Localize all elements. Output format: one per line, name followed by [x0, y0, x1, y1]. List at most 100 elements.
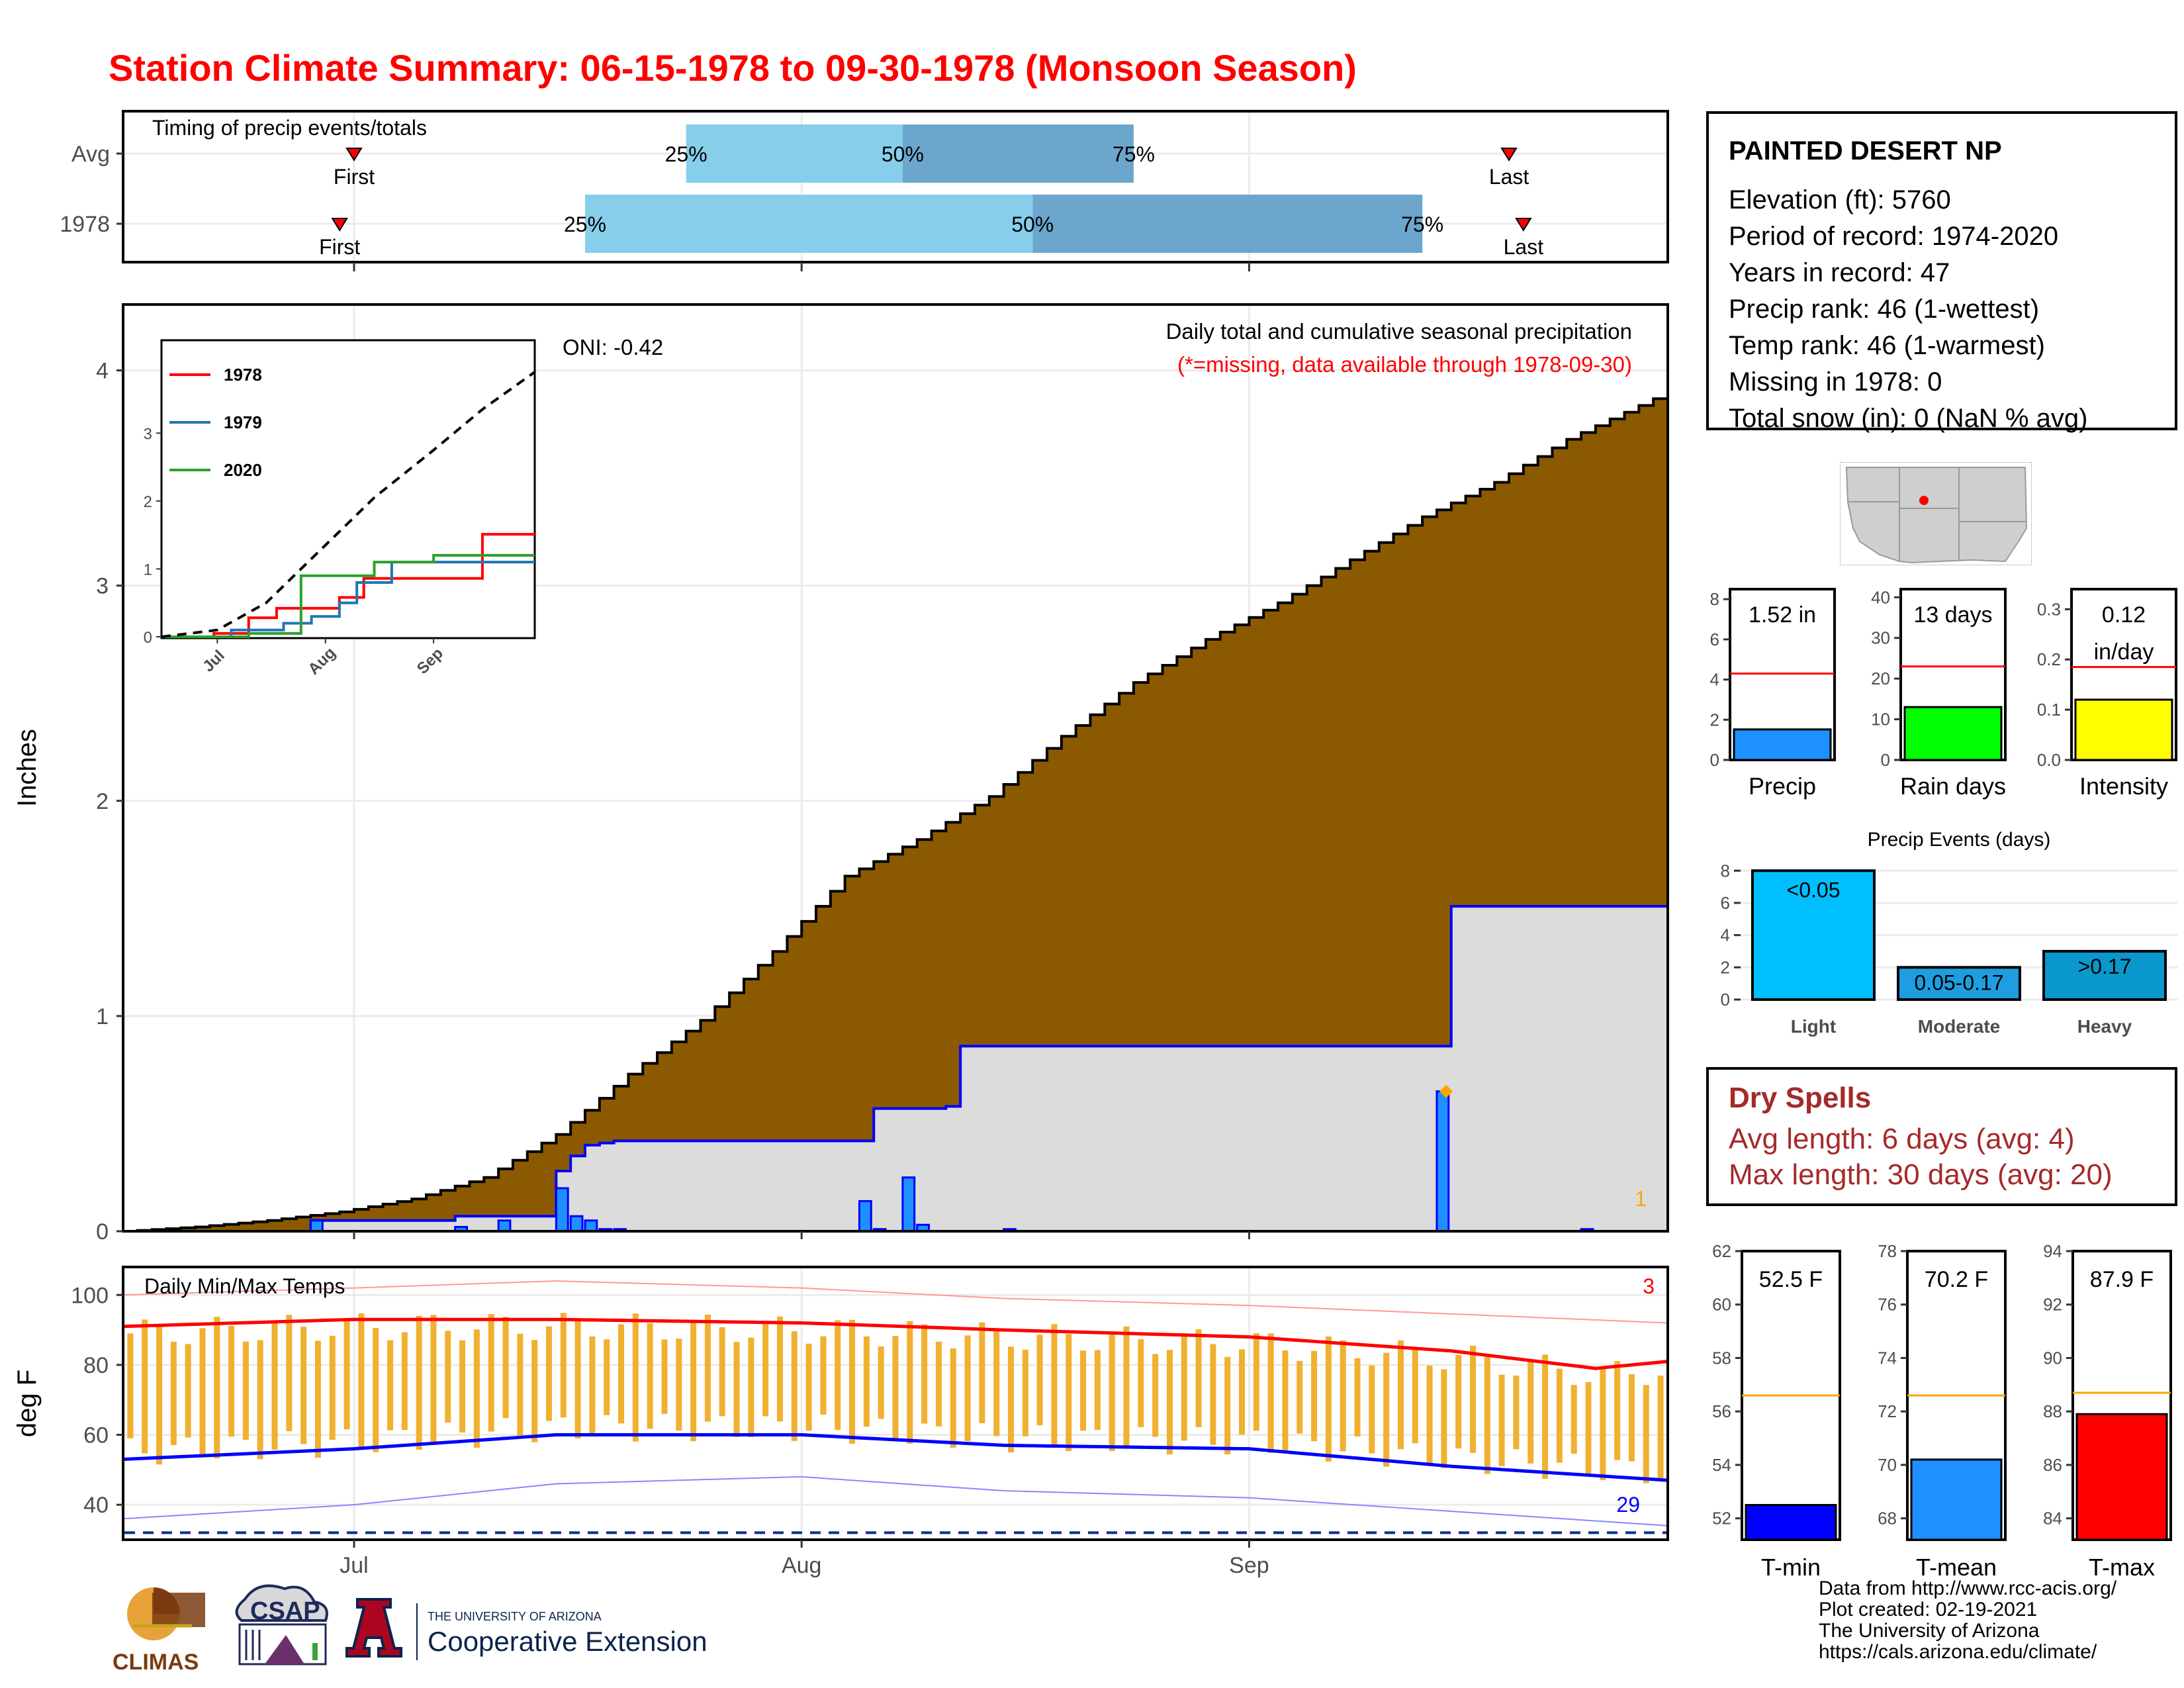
quartile-75-label: 75% [1401, 212, 1443, 236]
inset-ytick-label: 1 [144, 561, 152, 579]
inset-legend-label: 2020 [224, 460, 262, 480]
temp-summary-ytick-label: 52 [1712, 1509, 1731, 1528]
summary-bar-ytick-label: 10 [1871, 710, 1890, 729]
quartile-75-label: 75% [1113, 142, 1155, 166]
precip-ytick-label: 1 [96, 1004, 109, 1029]
summary-bar-ytick-label: 0 [1881, 750, 1890, 770]
credits: Data from http://www.rcc-acis.org/ Plot … [1819, 1578, 2116, 1663]
temp-summary-ytick-label: 90 [2043, 1348, 2062, 1368]
temp-frame [122, 1266, 1669, 1541]
inset-legend-label: 1979 [224, 412, 262, 432]
page-title: Station Climate Summary: 06-15-1978 to 0… [109, 47, 1357, 89]
record-max-line [122, 1280, 1668, 1324]
precip-frame [122, 303, 1669, 1233]
inset-series-line [161, 561, 535, 638]
station-years: Years in record: 47 [1729, 258, 1950, 287]
quartile-50-label: 50% [882, 142, 924, 166]
credit-data-source: Data from http://www.rcc-acis.org/ [1819, 1577, 2117, 1599]
station-missing: Missing in 1978: 0 [1729, 367, 1942, 397]
xtick-label: Jul [340, 1553, 368, 1578]
timing-row-label: 1978 [60, 212, 110, 237]
inset-ytick-label: 0 [144, 629, 152, 647]
summary-bar-ytick-label: 4 [1710, 670, 1719, 690]
precip-event-bar-label: <0.05 [1787, 878, 1841, 902]
temp-ytick-label: 100 [71, 1283, 109, 1308]
temp-summary-value-label: 52.5 F [1759, 1267, 1823, 1292]
cumulative-average-area [123, 392, 1669, 1233]
precip-event-category: Heavy [2077, 1016, 2132, 1037]
logos: CLIMAS CSAP THE UNIVERSITY OF ARIZONA Co… [113, 1584, 707, 1675]
summary-bar-ytick-label: 6 [1710, 630, 1719, 649]
record-min-line [122, 1476, 1668, 1526]
summary-bar-ytick-label: 0.2 [2037, 649, 2061, 669]
temp-summary-bar [2075, 1413, 2168, 1541]
summary-bar-value-label2: in/day [2094, 639, 2154, 665]
timing-title: Timing of precip events/totals [152, 116, 427, 140]
last-event-marker [1500, 148, 1518, 162]
precip-event-bar [2042, 949, 2167, 1002]
summary-bar-ytick-label: 0 [1710, 750, 1719, 770]
precip-events-title: Precip Events (days) [1868, 829, 2051, 851]
station-precip-rank: Precip rank: 46 (1-wettest) [1729, 295, 2040, 324]
credit-website: https://cals.arizona.edu/climate/ [1819, 1641, 2097, 1663]
precip-event-category: Moderate [1918, 1016, 2000, 1037]
temp-summary-bar [1745, 1504, 1837, 1541]
temp-chart: 40 60 80 100 Jul Aug Sep deg F Daily Min/Max Tem… [13, 1266, 1669, 1578]
dry-spells-avg: Avg length: 6 days (avg: 4) [1729, 1123, 2075, 1155]
quartile-50-label: 50% [1011, 212, 1054, 236]
temp-summary-ytick-label: 86 [2043, 1455, 2062, 1475]
temp-count-top: 3 [1643, 1274, 1655, 1298]
inset-legend-label: 1978 [224, 365, 262, 385]
last-event-label: Last [1504, 235, 1544, 259]
avg-max-line [122, 1317, 1668, 1370]
precip-ytick-label: 4 [96, 359, 109, 384]
summary-bar-ytick-label: 20 [1871, 669, 1890, 688]
inset-ytick-label: 2 [144, 493, 152, 511]
quartile-25-50 [585, 195, 1033, 253]
summary-bar [1903, 706, 2003, 761]
summary-bar-category: Precip [1749, 773, 1816, 800]
temp-ytick-label: 40 [83, 1493, 109, 1518]
temp-summary-ytick-label: 74 [1878, 1348, 1897, 1368]
station-elevation: Elevation (ft): 5760 [1729, 185, 1951, 214]
max-daily-marker [1439, 1084, 1453, 1098]
first-event-marker [345, 148, 363, 162]
credit-plot-created: Plot created: 02-19-2021 [1819, 1599, 2038, 1620]
credit-university: The University of Arizona [1819, 1620, 2040, 1642]
last-event-marker [1515, 218, 1532, 232]
station-period: Period of record: 1974-2020 [1729, 222, 2059, 251]
precip-event-category: Light [1791, 1016, 1836, 1037]
precip-ytick-label: 0 [96, 1219, 109, 1244]
temp-summary-category: T-max [2089, 1554, 2155, 1581]
summary-bar-ytick-label: 30 [1871, 628, 1890, 648]
summary-bar-ytick-label: 2 [1710, 710, 1719, 729]
dry-spells-box: Dry Spells Avg length: 6 days (avg: 4) M… [1706, 1067, 2177, 1206]
first-event-label: First [334, 165, 375, 189]
summary-bar [1733, 728, 1832, 761]
temp-summary-category: T-min [1761, 1554, 1821, 1581]
precip-events-ytick-label: 0 [1721, 990, 1730, 1009]
oni-label: ONI: -0.42 [563, 335, 663, 359]
quartile-25-50 [686, 124, 903, 183]
cumulative-1978-area [123, 904, 1669, 1233]
temp-ylabel: deg F [13, 1370, 42, 1437]
summary-bar-ytick-label: 40 [1871, 587, 1890, 607]
temp-summary-ytick-label: 68 [1878, 1509, 1897, 1528]
timing-panel: Avg 25% 50% 75% First Last 1978 25% 50% 75% First L… [60, 110, 1669, 271]
station-temp-rank: Temp rank: 46 (1-warmest) [1729, 331, 2045, 360]
station-name: PAINTED DESERT NP [1729, 136, 2002, 165]
precip-events-ytick-label: 6 [1721, 893, 1730, 913]
dry-spells-max: Max length: 30 days (avg: 20) [1729, 1158, 2113, 1191]
csap-text: CSAP [250, 1597, 320, 1625]
temp-summary-ytick-label: 94 [2043, 1241, 2062, 1261]
temp-summary-ytick-label: 62 [1712, 1241, 1731, 1261]
temp-summary-ytick-label: 72 [1878, 1401, 1897, 1421]
inset-series-line [161, 553, 535, 638]
temp-ytick-label: 80 [83, 1353, 109, 1378]
quartile-50-75 [902, 124, 1134, 183]
precip-event-bar [1897, 966, 2021, 1002]
temp-summary-bar [1910, 1458, 2003, 1541]
temp-summary-category: T-mean [1916, 1554, 1997, 1581]
quartile-25-label: 25% [665, 142, 707, 166]
